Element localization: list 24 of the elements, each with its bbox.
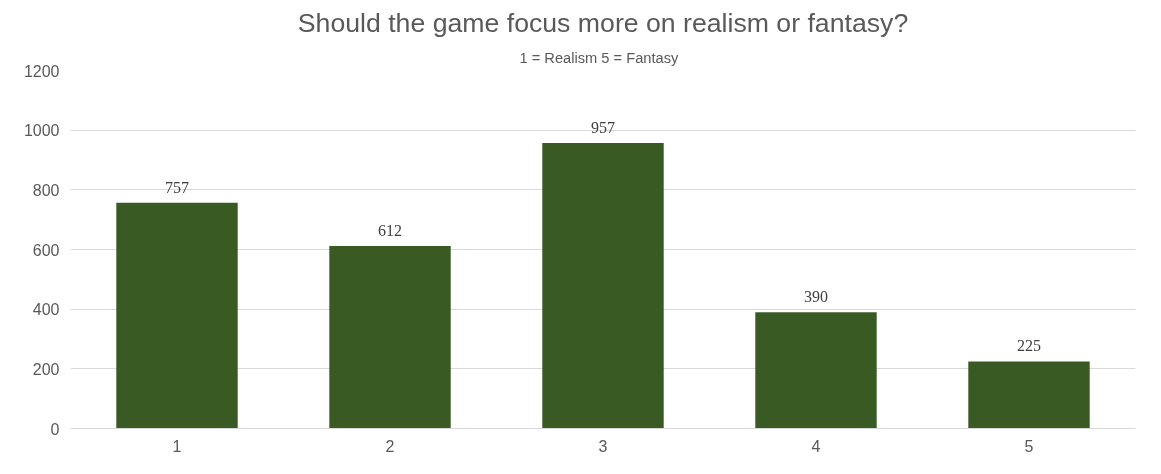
bar <box>329 245 451 429</box>
data-label: 390 <box>804 288 828 306</box>
x-tick-label: 1 <box>172 437 182 455</box>
y-tick-label: 1000 <box>23 122 60 140</box>
y-tick-label: 800 <box>32 181 60 199</box>
x-tick-label: 5 <box>1024 437 1034 455</box>
bar <box>755 312 877 429</box>
x-tick-label: 3 <box>598 437 608 455</box>
y-tick-label: 200 <box>32 360 60 378</box>
data-label: 612 <box>378 221 402 239</box>
y-tick-label: 1200 <box>23 62 60 80</box>
x-tick-label: 4 <box>811 437 821 455</box>
data-label: 225 <box>1017 337 1041 355</box>
x-tick-label: 2 <box>385 437 395 455</box>
y-tick-label: 400 <box>32 301 60 319</box>
chart-subtitle: 1 = Realism 5 = Fantasy <box>519 49 680 66</box>
bar <box>968 361 1090 429</box>
bar <box>116 202 238 429</box>
y-tick-label: 600 <box>32 241 60 259</box>
data-label: 757 <box>165 178 189 196</box>
bar <box>542 142 664 429</box>
chart-title: Should the game focus more on realism or fantasy? <box>297 7 909 38</box>
y-tick-label: 0 <box>50 420 60 438</box>
data-label: 957 <box>591 118 615 136</box>
